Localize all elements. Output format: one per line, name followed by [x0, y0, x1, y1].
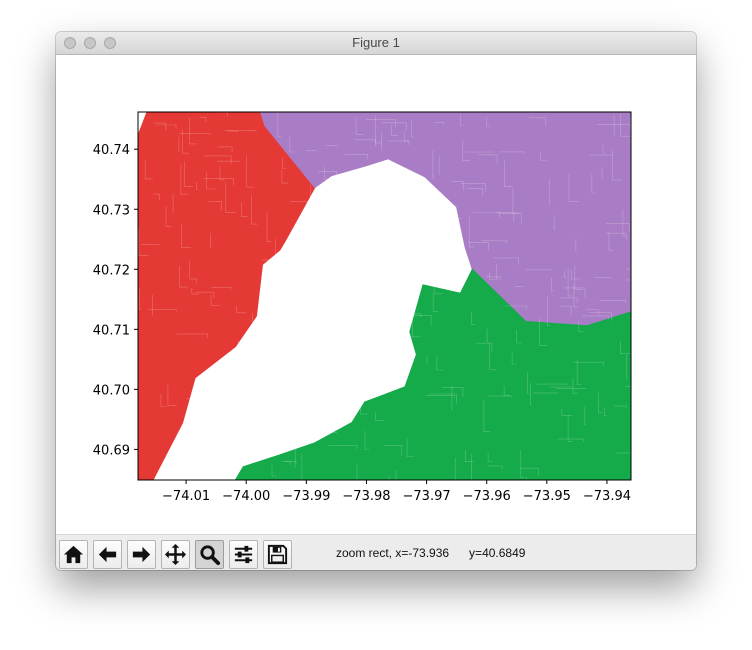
- x-tick-label: −74.00: [222, 489, 270, 504]
- zoom-window-button[interactable]: [104, 37, 116, 49]
- block-boundaries: [138, 112, 631, 480]
- map-region-1: [138, 112, 316, 480]
- y-tick-label: 40.73: [93, 203, 130, 218]
- x-tick-label: −73.95: [523, 489, 571, 504]
- floppy-disk-icon: [267, 544, 288, 565]
- x-tick-label: −73.98: [342, 489, 390, 504]
- save-button[interactable]: [263, 540, 292, 569]
- pan-button[interactable]: [161, 540, 190, 569]
- map-plot[interactable]: −74.01 −74.00 −73.99 −73.98 −73.97 −73.96 −73.…: [56, 55, 696, 533]
- configure-subplots-button[interactable]: [229, 540, 258, 569]
- status-readout: zoom rect, x=-73.936 y=40.6849: [336, 546, 526, 560]
- forward-button[interactable]: [127, 540, 156, 569]
- back-button[interactable]: [93, 540, 122, 569]
- magnifier-icon: [200, 545, 221, 566]
- axes-frame: [137, 111, 632, 481]
- x-tick-label: −73.96: [463, 489, 511, 504]
- x-tick-label: −73.99: [282, 489, 330, 504]
- figure-canvas[interactable]: −74.01 −74.00 −73.99 −73.98 −73.97 −73.96 −73.…: [56, 55, 696, 533]
- sliders-icon: [234, 545, 253, 564]
- map-region-3: [153, 268, 631, 480]
- x-tick-label: −73.94: [583, 489, 631, 504]
- window-title: Figure 1: [352, 35, 400, 50]
- x-tick-label: −73.97: [403, 489, 451, 504]
- arrow-left-icon: [98, 546, 117, 563]
- y-tick-label: 40.74: [93, 143, 130, 158]
- home-button[interactable]: [59, 540, 88, 569]
- map-regions: [138, 112, 631, 480]
- y-tick-label: 40.69: [93, 443, 130, 458]
- close-window-button[interactable]: [64, 37, 76, 49]
- move-icon: [164, 543, 187, 566]
- y-tick-label: 40.70: [93, 383, 130, 398]
- figure-window: Figure 1 −74.01 −74.00 −73.99 −73.98 −73.97−…: [56, 32, 696, 570]
- title-bar: Figure 1: [56, 32, 696, 55]
- zoom-button[interactable]: [195, 540, 224, 569]
- y-tick-label: 40.71: [93, 323, 130, 338]
- navigation-toolbar: zoom rect, x=-73.936 y=40.6849: [56, 534, 696, 570]
- home-icon: [63, 545, 84, 564]
- arrow-right-icon: [132, 546, 151, 563]
- y-tick-label: 40.72: [93, 263, 130, 278]
- minimize-window-button[interactable]: [84, 37, 96, 49]
- x-tick-label: −74.01: [162, 489, 210, 504]
